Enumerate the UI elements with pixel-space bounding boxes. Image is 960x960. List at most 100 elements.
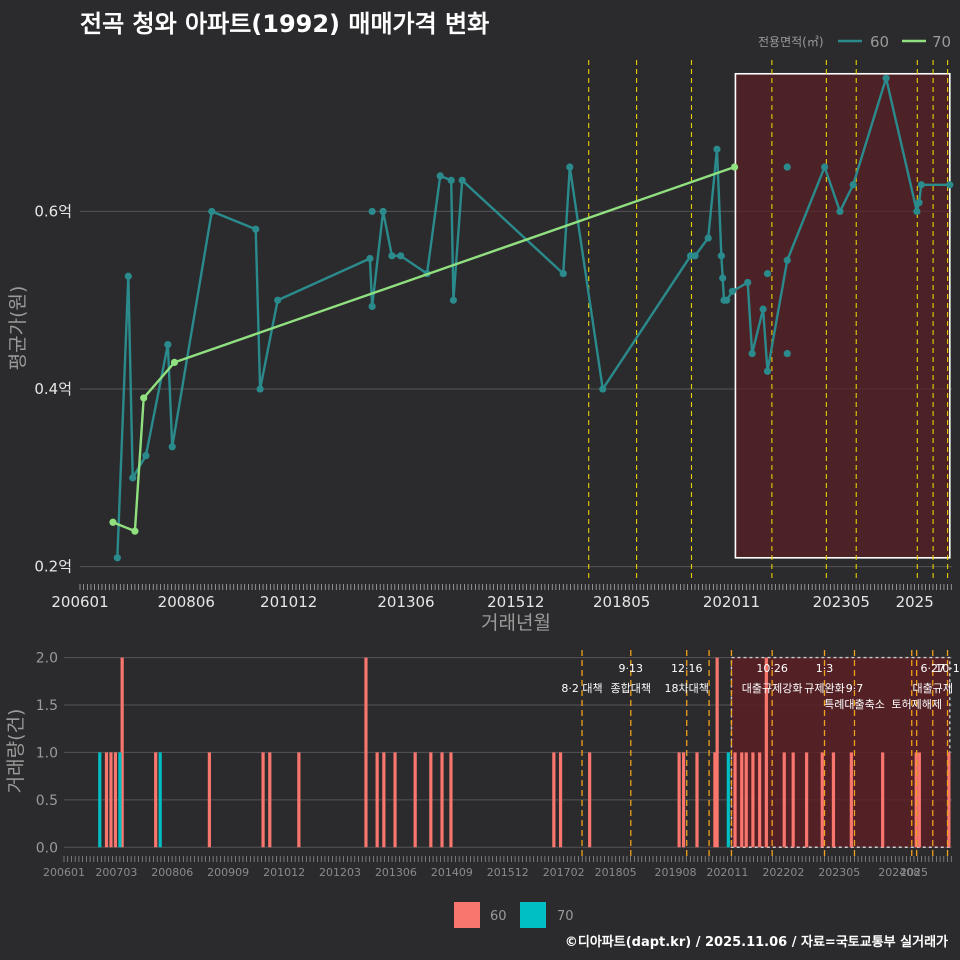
volume-bar-chart: 0.0 0.5 1.0 1.5 2.0 8·2 대책 9·13 종합대책 12·16 18차대책 1… — [5, 650, 960, 879]
series-60-point — [783, 256, 791, 264]
legend-title: 전용면적(㎡) — [758, 35, 824, 49]
x-tick-label: 202305 — [813, 593, 870, 611]
bar-70 — [118, 752, 122, 848]
chart-title: 전곡 청와 아파트(1992) 매매가격 변화 — [80, 10, 490, 38]
x-tick-label: 2025 — [900, 866, 928, 879]
bar-60 — [375, 752, 379, 848]
series-60-point — [368, 302, 376, 311]
policy-annotation: 종합대책 — [611, 682, 651, 695]
bar-60 — [831, 752, 836, 848]
y-tick-label: 0.6억 — [34, 202, 72, 220]
x-tick-label: 201012 — [260, 593, 317, 611]
policy-annotation: 1·3 — [816, 662, 834, 675]
bar-60 — [782, 752, 786, 848]
x-tick-label: 2025 — [896, 593, 934, 611]
series-70-point — [730, 163, 739, 171]
series-60-point — [113, 554, 121, 562]
x-tick-label: 201306 — [377, 593, 434, 611]
bar-60 — [268, 752, 272, 848]
series-60-point — [397, 252, 405, 260]
highlight-region — [734, 72, 951, 559]
y-tick-label: 0.5 — [36, 793, 58, 809]
bar-60 — [740, 752, 744, 848]
series-70-point — [170, 358, 179, 367]
x-axis-title: 거래년월 — [481, 612, 551, 634]
series-60-point — [783, 349, 791, 358]
x-tick-label: 200601 — [51, 593, 108, 611]
bar-60 — [104, 752, 109, 848]
bar-70 — [98, 752, 102, 848]
series-70-point — [131, 527, 139, 535]
policy-annotation: 10·26 — [756, 662, 788, 675]
series-60-point — [379, 207, 387, 216]
series-60-point — [704, 234, 712, 242]
bar-60 — [297, 752, 301, 848]
legend-60-label: 60 — [870, 33, 889, 51]
series-70-point — [109, 518, 117, 526]
source-footer: ©디아파트(dapt.kr) / 2025.11.06 / 자료=국토교통부 실… — [564, 935, 948, 950]
x-tick-label: 201702 — [543, 866, 585, 879]
series-60-point — [946, 181, 954, 189]
series-60-point — [821, 163, 829, 171]
y-tick-label: 1.5 — [36, 698, 58, 714]
legend-60-label: 60 — [490, 909, 507, 924]
bar-60 — [695, 752, 699, 848]
bar-60 — [261, 752, 265, 848]
policy-annotation: 8·2 대책 — [561, 682, 602, 695]
bar-60 — [413, 752, 417, 848]
series-60-point — [713, 145, 721, 153]
legends: 전용면적(㎡) 60 70 60 70 — [454, 33, 951, 928]
series-60-point — [728, 287, 736, 295]
series-60-point — [447, 176, 455, 184]
series-60-point — [913, 207, 921, 216]
bar-60 — [947, 752, 951, 848]
policy-annotation: 대출규제 — [913, 682, 953, 695]
series-60-point — [763, 269, 772, 278]
bar-60 — [113, 752, 118, 848]
policy-annotation: 대출규제강화 — [742, 682, 803, 695]
bar-60 — [681, 752, 686, 848]
bar-60 — [154, 752, 158, 848]
x-tick-label: 200806 — [151, 866, 193, 879]
series-60-point — [164, 341, 172, 349]
bar-60 — [449, 752, 453, 848]
series-60-point — [388, 252, 396, 260]
series-60-point — [748, 349, 756, 358]
bar-60 — [715, 657, 719, 848]
series-60-point — [208, 207, 216, 216]
policy-annotation: 9·13 — [619, 662, 644, 675]
bar-60 — [440, 752, 444, 848]
series-60-point — [691, 252, 699, 260]
bar-60 — [805, 752, 809, 848]
policy-annotation: 18차대책 — [665, 682, 709, 695]
x-tick-label: 202011 — [706, 866, 748, 879]
policy-annotation: 특례대출축소 — [824, 698, 885, 711]
bar-60 — [393, 752, 397, 848]
bar-70 — [726, 752, 730, 848]
bar-60 — [713, 752, 717, 848]
series-60-point — [849, 181, 857, 189]
y-tick-label: 1.0 — [36, 745, 58, 761]
series-70-line — [112, 165, 735, 533]
x-tick-label: 202408 — [878, 866, 920, 879]
x-tick-label: 201203 — [319, 866, 361, 879]
x-tick-label: 202202 — [762, 866, 804, 879]
legend-70-swatch — [520, 902, 546, 928]
policy-annotation: 토허제해제 — [891, 697, 942, 711]
bar-60 — [791, 752, 795, 848]
y-tick-label: 0.0 — [36, 840, 58, 856]
series-60-point — [763, 367, 772, 375]
bar-60 — [588, 752, 592, 848]
series-60-point — [252, 225, 260, 233]
policy-annotation: 12·16 — [671, 662, 703, 675]
x-tick-label: 201805 — [595, 866, 637, 879]
bar-60 — [849, 752, 853, 848]
bar-60 — [552, 752, 556, 848]
x-tick-label: 202011 — [703, 593, 760, 611]
series-60-point — [458, 176, 466, 184]
series-60-point — [744, 278, 752, 287]
bar-60 — [109, 752, 113, 848]
bar-60 — [881, 752, 885, 848]
y-axis-title: 거래량(건) — [5, 709, 27, 794]
y-tick-label: 2.0 — [36, 651, 58, 667]
